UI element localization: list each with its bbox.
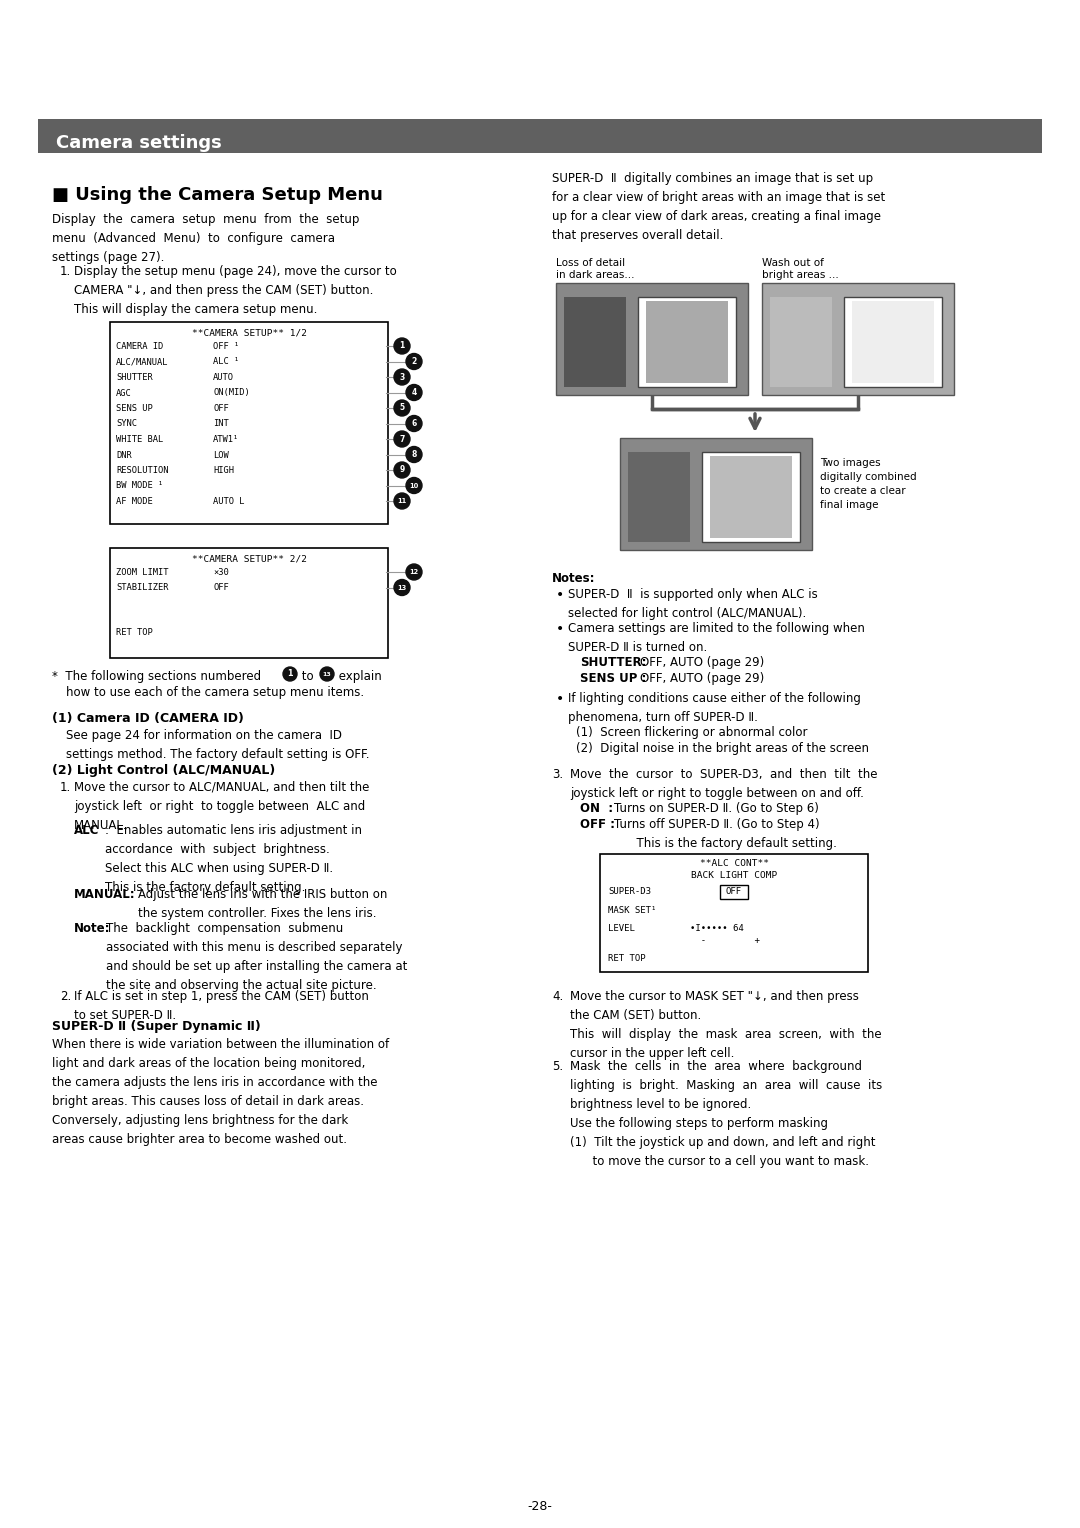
FancyBboxPatch shape	[710, 455, 792, 538]
Text: CAMERA ID: CAMERA ID	[116, 342, 163, 351]
Text: 9: 9	[400, 466, 405, 475]
Text: 8: 8	[411, 451, 417, 458]
Text: See page 24 for information on the camera  ID
settings method. The factory defau: See page 24 for information on the camer…	[66, 729, 369, 761]
Circle shape	[406, 416, 422, 431]
FancyBboxPatch shape	[843, 296, 942, 387]
Text: Mask  the  cells  in  the  area  where  background
lighting  is  bright.  Maskin: Mask the cells in the area where backgro…	[570, 1060, 882, 1167]
Text: 5: 5	[400, 403, 405, 413]
Text: 1.: 1.	[60, 264, 71, 278]
FancyBboxPatch shape	[852, 301, 934, 384]
Text: If lighting conditions cause either of the following
phenomena, turn off SUPER-D: If lighting conditions cause either of t…	[568, 692, 861, 724]
Text: INT: INT	[213, 420, 229, 428]
FancyBboxPatch shape	[564, 296, 626, 387]
FancyBboxPatch shape	[627, 452, 690, 542]
Text: •: •	[556, 622, 564, 636]
Text: 12: 12	[409, 568, 419, 575]
Text: SENS UP :: SENS UP :	[580, 672, 646, 685]
Text: **ALC CONT**: **ALC CONT**	[700, 859, 769, 868]
Text: The  backlight  compensation  submenu
associated with this menu is described sep: The backlight compensation submenu assoc…	[106, 921, 407, 992]
Circle shape	[406, 353, 422, 370]
Text: ALC: ALC	[75, 824, 99, 837]
Circle shape	[394, 494, 410, 509]
Text: LOW: LOW	[213, 451, 229, 460]
Text: Note:: Note:	[75, 921, 110, 935]
Circle shape	[394, 368, 410, 385]
Text: 7: 7	[400, 434, 405, 443]
Text: 13: 13	[397, 585, 407, 590]
Text: •: •	[556, 692, 564, 706]
Text: *  The following sections numbered: * The following sections numbered	[52, 669, 265, 683]
Text: Notes:: Notes:	[552, 571, 595, 585]
Text: 11: 11	[397, 498, 407, 504]
Text: SYNC: SYNC	[116, 420, 137, 428]
Text: -         +: - +	[690, 937, 760, 944]
Text: Wash out of: Wash out of	[762, 258, 824, 267]
Circle shape	[394, 400, 410, 416]
Text: 4: 4	[411, 388, 417, 397]
Text: Move  the  cursor  to  SUPER-D3,  and  then  tilt  the
joystick left or right to: Move the cursor to SUPER-D3, and then ti…	[570, 769, 877, 801]
Text: ALC/MANUAL: ALC/MANUAL	[116, 358, 168, 367]
Text: SUPER-D  Ⅱ  digitally combines an image that is set up
for a clear view of brigh: SUPER-D Ⅱ digitally combines an image th…	[552, 173, 886, 241]
Text: AF MODE: AF MODE	[116, 497, 152, 506]
Text: SUPER-D3: SUPER-D3	[608, 886, 651, 895]
FancyBboxPatch shape	[600, 854, 868, 972]
Text: Turns on SUPER-D Ⅱ. (Go to Step 6): Turns on SUPER-D Ⅱ. (Go to Step 6)	[615, 802, 819, 814]
Text: Move the cursor to ALC/MANUAL, and then tilt the
joystick left  or right  to tog: Move the cursor to ALC/MANUAL, and then …	[75, 781, 369, 833]
Circle shape	[394, 338, 410, 354]
FancyBboxPatch shape	[638, 296, 735, 387]
Text: DNR: DNR	[116, 451, 132, 460]
Text: Two images
digitally combined
to create a clear
final image: Two images digitally combined to create …	[820, 458, 917, 510]
Text: AUTO: AUTO	[213, 373, 234, 382]
Text: ALC ¹: ALC ¹	[213, 358, 240, 367]
Text: OFF, AUTO (page 29): OFF, AUTO (page 29)	[640, 672, 765, 685]
Text: 10: 10	[409, 483, 419, 489]
Text: RET TOP: RET TOP	[608, 953, 646, 963]
Text: Display  the  camera  setup  menu  from  the  setup
menu  (Advanced  Menu)  to  : Display the camera setup menu from the s…	[52, 212, 360, 264]
Text: 3.: 3.	[552, 769, 563, 781]
Text: Adjust the lens iris with the IRIS button on
the system controller. Fixes the le: Adjust the lens iris with the IRIS butto…	[138, 888, 388, 920]
Text: SUPER-D  Ⅱ  is supported only when ALC is
selected for light control (ALC/MANUAL: SUPER-D Ⅱ is supported only when ALC is …	[568, 588, 818, 620]
Text: SHUTTER: SHUTTER	[116, 373, 152, 382]
Text: OFF ¹: OFF ¹	[213, 342, 240, 351]
Text: SENS UP: SENS UP	[116, 403, 152, 413]
Text: When there is wide variation between the illumination of
light and dark areas of: When there is wide variation between the…	[52, 1038, 389, 1146]
FancyBboxPatch shape	[38, 119, 1042, 153]
Circle shape	[406, 477, 422, 494]
Circle shape	[394, 431, 410, 448]
FancyBboxPatch shape	[720, 885, 748, 898]
Text: 1.: 1.	[60, 781, 71, 795]
Text: BW MODE ¹: BW MODE ¹	[116, 481, 163, 490]
Circle shape	[320, 668, 334, 681]
Text: (2) Light Control (ALC/MANUAL): (2) Light Control (ALC/MANUAL)	[52, 764, 275, 778]
Text: Turns off SUPER-D Ⅱ. (Go to Step 4)
      This is the factory default setting.: Turns off SUPER-D Ⅱ. (Go to Step 4) This…	[615, 817, 837, 850]
Text: :  Enables automatic lens iris adjustment in
accordance  with  subject  brightne: : Enables automatic lens iris adjustment…	[105, 824, 362, 894]
Text: ATW1¹: ATW1¹	[213, 435, 240, 445]
Text: 2.: 2.	[60, 990, 71, 1002]
Text: Camera settings are limited to the following when
SUPER-D Ⅱ is turned on.: Camera settings are limited to the follo…	[568, 622, 865, 654]
Text: WHITE BAL: WHITE BAL	[116, 435, 163, 445]
Text: Display the setup menu (page 24), move the cursor to
CAMERA "↓, and then press t: Display the setup menu (page 24), move t…	[75, 264, 396, 316]
Text: SHUTTER:: SHUTTER:	[580, 656, 647, 669]
Text: •: •	[556, 588, 564, 602]
Text: ×30: ×30	[213, 568, 229, 578]
Text: (2)  Digital noise in the bright areas of the screen: (2) Digital noise in the bright areas of…	[576, 743, 869, 755]
Text: •I••••• 64: •I••••• 64	[690, 924, 744, 934]
Circle shape	[406, 446, 422, 463]
Text: OFF: OFF	[213, 584, 229, 593]
Text: OFF: OFF	[726, 886, 742, 895]
Text: RET TOP: RET TOP	[116, 628, 152, 637]
Text: 6: 6	[411, 419, 417, 428]
Text: MASK SET¹: MASK SET¹	[608, 906, 657, 915]
Text: explain: explain	[335, 669, 381, 683]
Text: 13: 13	[323, 671, 332, 677]
Text: OFF: OFF	[213, 403, 229, 413]
Text: ■ Using the Camera Setup Menu: ■ Using the Camera Setup Menu	[52, 186, 383, 205]
Text: If ALC is set in step 1, press the CAM (SET) button
to set SUPER-D Ⅱ.: If ALC is set in step 1, press the CAM (…	[75, 990, 369, 1022]
Text: AGC: AGC	[116, 388, 132, 397]
FancyBboxPatch shape	[556, 283, 748, 396]
Text: 5.: 5.	[552, 1060, 563, 1073]
Text: in dark areas...: in dark areas...	[556, 270, 635, 280]
Text: OFF, AUTO (page 29): OFF, AUTO (page 29)	[640, 656, 765, 669]
Text: Loss of detail: Loss of detail	[556, 258, 625, 267]
Text: ON  :: ON :	[580, 802, 613, 814]
